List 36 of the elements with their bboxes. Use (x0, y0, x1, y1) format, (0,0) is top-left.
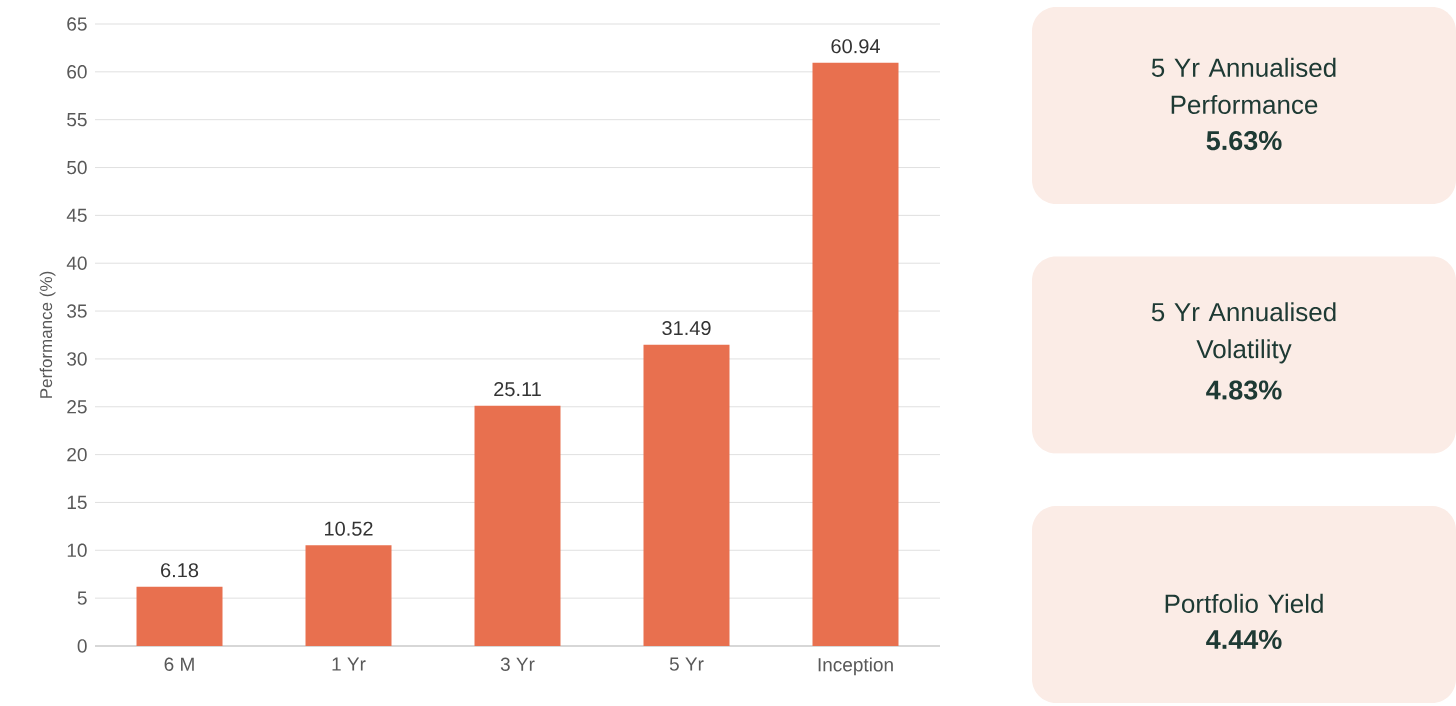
y-tick-label: 40 (66, 256, 87, 270)
bar (136, 586, 223, 646)
x-tick-label: 1 Yr (332, 657, 366, 671)
y-tick-label: 0 (77, 639, 87, 653)
data-label: 60.94 (831, 39, 880, 54)
y-tick-label: 45 (66, 208, 87, 223)
data-label: 31.49 (662, 320, 711, 336)
bar (812, 62, 899, 646)
y-tick-label: 10 (67, 543, 87, 558)
y-tick-label: 50 (67, 160, 87, 175)
y-axis-title: Performance (%) (39, 271, 56, 398)
y-tick-label: 30 (67, 352, 87, 366)
data-label: 6.18 (161, 563, 199, 578)
x-tick-label: 5 Yr (669, 657, 704, 671)
y-tick-label: 65 (67, 17, 87, 31)
text: 5 Yr Annualised Volatility (1151, 302, 1336, 364)
bar (474, 405, 561, 646)
x-tick-label: 6 M (164, 657, 194, 671)
x-tick-label: 3 Yr (500, 657, 535, 671)
text: 5.63% (1206, 131, 1282, 151)
bar (305, 545, 392, 646)
y-tick-label: 35 (67, 304, 87, 318)
text: 4.83% (1206, 380, 1282, 400)
y-tick-label: 25 (67, 400, 87, 414)
text: 5 Yr Annualised Performance (1151, 57, 1336, 114)
y-tick-label: 55 (67, 113, 87, 127)
data-label: 25.11 (494, 382, 541, 397)
y-tick-label: 5 (77, 591, 87, 605)
x-tick-label: Inception (818, 657, 893, 676)
text: Portfolio Yield (1165, 593, 1323, 613)
data-label: 10.52 (325, 521, 373, 536)
bar (643, 344, 730, 646)
text: 4.44% (1206, 630, 1282, 650)
y-tick-label: 15 (67, 495, 87, 510)
y-tick-label: 60 (67, 65, 87, 79)
y-tick-label: 20 (67, 447, 87, 462)
